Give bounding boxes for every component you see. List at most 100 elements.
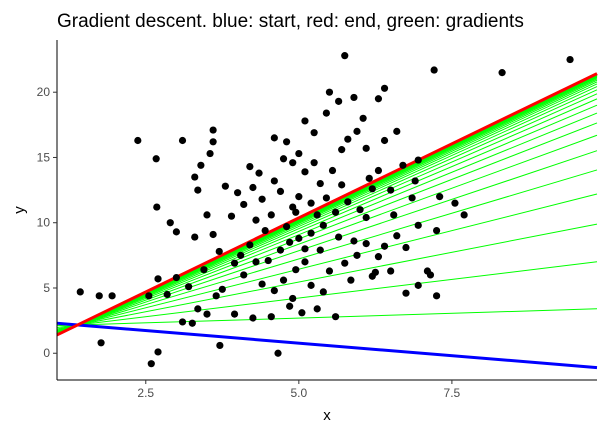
data-point [310,159,318,167]
data-point [282,138,291,146]
data-point [362,240,370,248]
data-point [368,185,376,193]
data-point [316,179,324,188]
data-point [194,186,202,194]
data-point [399,161,407,169]
y-tick-label: 0 [43,346,50,360]
data-point [252,258,260,266]
data-point [249,314,257,322]
gradient-line [56,150,598,333]
data-point [279,276,288,284]
data-point [200,266,208,274]
data-point [191,173,199,181]
data-point [319,221,327,229]
data-point [134,136,142,145]
y-tick-label: 15 [37,150,51,164]
data-point [350,237,358,245]
gradient-line [56,98,598,335]
data-point [216,341,224,350]
data-point [380,84,389,92]
data-point [353,251,361,259]
data-point [328,166,337,175]
data-point [362,144,370,152]
data-point [292,208,300,216]
data-point [350,93,358,102]
data-point [460,211,468,219]
data-point [316,246,324,254]
data-point [307,281,315,289]
data-point [234,189,242,197]
data-point [212,292,220,300]
data-point [344,198,352,206]
data-point [338,146,346,154]
gradient-line [56,261,598,328]
data-point [194,305,202,313]
data-point [240,271,248,279]
data-point [191,233,199,241]
x-tick-label: 7.5 [444,386,461,400]
data-point [411,177,419,185]
data-point [276,187,285,196]
data-point [147,360,155,368]
data-point [292,266,300,274]
data-point [307,199,315,207]
x-axis-label: x [323,407,331,424]
data-point [209,126,217,134]
data-point [295,193,303,201]
data-point [185,283,193,291]
data-point [402,243,410,252]
data-point [240,200,248,209]
data-point [152,155,160,163]
data-point [498,69,506,77]
data-point [289,294,297,303]
data-point [331,208,340,216]
data-point [286,238,294,246]
data-point [368,272,376,280]
data-point [374,253,383,261]
gradient-line [56,308,598,327]
data-point [203,211,211,219]
data-point [322,109,330,117]
gradient-line [56,134,598,333]
data-point [338,181,346,189]
x-ticks: 2.5 5.0 7.5 [137,380,461,400]
y-ticks: 0 5 10 15 20 [37,85,57,360]
gradient-line [56,122,598,334]
data-point [203,310,211,318]
data-point [356,206,364,214]
data-point [301,168,309,176]
data-point [289,159,297,167]
data-point [246,163,254,171]
data-point [295,149,303,158]
data-point [258,280,266,288]
data-point [408,194,416,202]
gradient-line [56,169,598,332]
data-point [393,232,401,240]
data-point [432,226,441,235]
data-point [172,273,180,282]
data-point [414,221,422,229]
data-point [325,267,334,275]
data-point [301,258,309,266]
data-point [387,186,395,194]
data-point [255,169,263,177]
y-tick-label: 10 [37,216,51,230]
data-point [387,267,395,275]
data-point [359,114,367,122]
data-point [154,348,162,356]
data-point [154,275,162,283]
data-point [188,319,196,327]
data-point [319,288,327,296]
data-point [286,302,294,310]
data-point [374,166,383,175]
data-point [341,259,349,267]
x-tick-label: 5.0 [290,386,307,400]
data-point [347,276,355,284]
data-point [301,117,309,125]
data-point [279,155,288,163]
data-point [322,194,330,202]
data-point [166,219,174,227]
data-point [365,174,373,182]
data-point [295,234,303,242]
